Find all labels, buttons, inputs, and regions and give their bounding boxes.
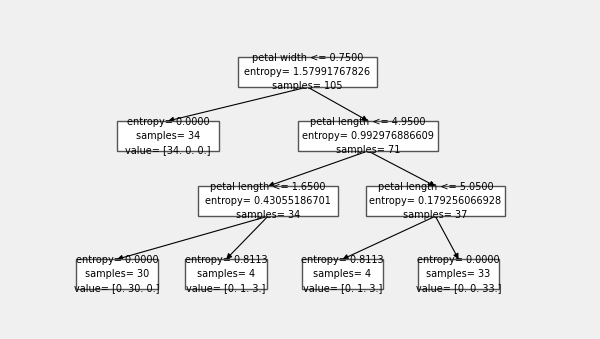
Text: entropy= 0.0000
samples= 30
value= [0. 30. 0.]: entropy= 0.0000 samples= 30 value= [0. 3… [74,255,160,293]
FancyBboxPatch shape [298,121,438,151]
Text: petal length <= 4.9500
entropy= 0.992976886609
samples= 71: petal length <= 4.9500 entropy= 0.992976… [302,117,434,155]
FancyBboxPatch shape [76,259,158,289]
FancyBboxPatch shape [418,259,499,289]
Text: entropy= 0.0000
samples= 34
value= [34. 0. 0.]: entropy= 0.0000 samples= 34 value= [34. … [125,117,211,155]
Text: petal length <= 1.6500
entropy= 0.43055186701
samples= 34: petal length <= 1.6500 entropy= 0.430551… [205,182,331,220]
Text: petal length <= 5.0500
entropy= 0.179256066928
samples= 37: petal length <= 5.0500 entropy= 0.179256… [370,182,502,220]
FancyBboxPatch shape [302,259,383,289]
FancyBboxPatch shape [365,186,505,216]
FancyBboxPatch shape [117,121,219,151]
FancyBboxPatch shape [198,186,338,216]
Text: petal width <= 0.7500
entropy= 1.57991767826
samples= 105: petal width <= 0.7500 entropy= 1.5799176… [244,53,371,91]
FancyBboxPatch shape [185,259,267,289]
Text: entropy= 0.8113
samples= 4
value= [0. 1. 3.]: entropy= 0.8113 samples= 4 value= [0. 1.… [185,255,268,293]
Text: entropy= 0.0000
samples= 33
value= [0. 0. 33.]: entropy= 0.0000 samples= 33 value= [0. 0… [416,255,502,293]
FancyBboxPatch shape [238,57,377,87]
Text: entropy= 0.8113
samples= 4
value= [0. 1. 3.]: entropy= 0.8113 samples= 4 value= [0. 1.… [301,255,383,293]
